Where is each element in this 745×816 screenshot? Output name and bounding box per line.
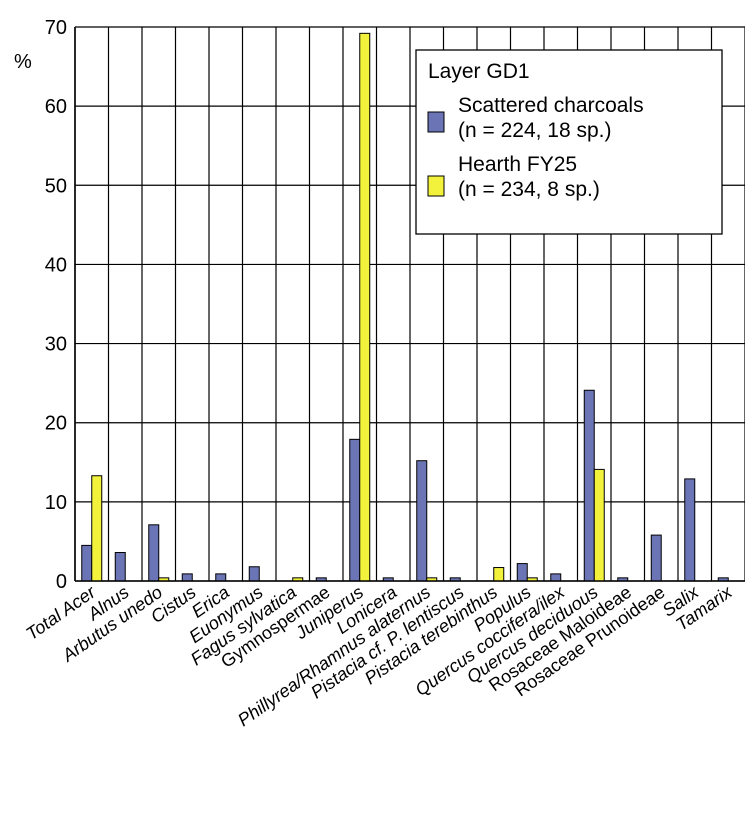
bars [81, 32, 729, 582]
bar [181, 573, 193, 582]
bar [91, 475, 103, 582]
bar [248, 566, 260, 582]
legend-box [415, 49, 723, 235]
y-axis-label: % [14, 51, 32, 73]
legend-sublabel-hearth-fy25: (n = 234, 8 sp.) [458, 178, 600, 201]
bar [349, 438, 361, 582]
y-tick-label: 20 [45, 413, 67, 435]
legend: Layer GD1 Scattered charcoals (n = 224, … [415, 49, 723, 235]
legend-label-hearth-fy25: Hearth FY25 [458, 153, 577, 176]
y-tick-label: 0 [56, 571, 67, 593]
bar [593, 468, 605, 582]
legend-title: Layer GD1 [428, 60, 530, 83]
bar [114, 552, 126, 582]
y-tick-label: 30 [45, 334, 67, 356]
legend-label-scattered-charcoals: Scattered charcoals [458, 94, 644, 117]
grid [74, 26, 745, 582]
axes [74, 27, 745, 582]
bar [650, 534, 662, 582]
y-tick-labels: 0 10 20 30 40 50 60 70 [45, 17, 67, 593]
bar [81, 544, 93, 582]
bar [359, 32, 371, 582]
y-tick-label: 40 [45, 254, 67, 276]
bar [684, 478, 696, 582]
bar [215, 573, 227, 582]
y-tick-label: 10 [45, 492, 67, 514]
bar [550, 573, 562, 582]
y-tick-label: 60 [45, 96, 67, 118]
legend-swatch-scattered-charcoals [427, 111, 445, 133]
y-tick-label: 70 [45, 17, 67, 39]
legend-swatch-hearth-fy25 [427, 175, 445, 197]
bar [583, 389, 595, 582]
bar [416, 460, 428, 582]
bar [516, 563, 528, 582]
legend-sublabel-scattered-charcoals: (n = 224, 18 sp.) [458, 119, 612, 142]
bar [148, 524, 160, 582]
y-tick-label: 50 [45, 175, 67, 197]
bar [493, 567, 505, 582]
